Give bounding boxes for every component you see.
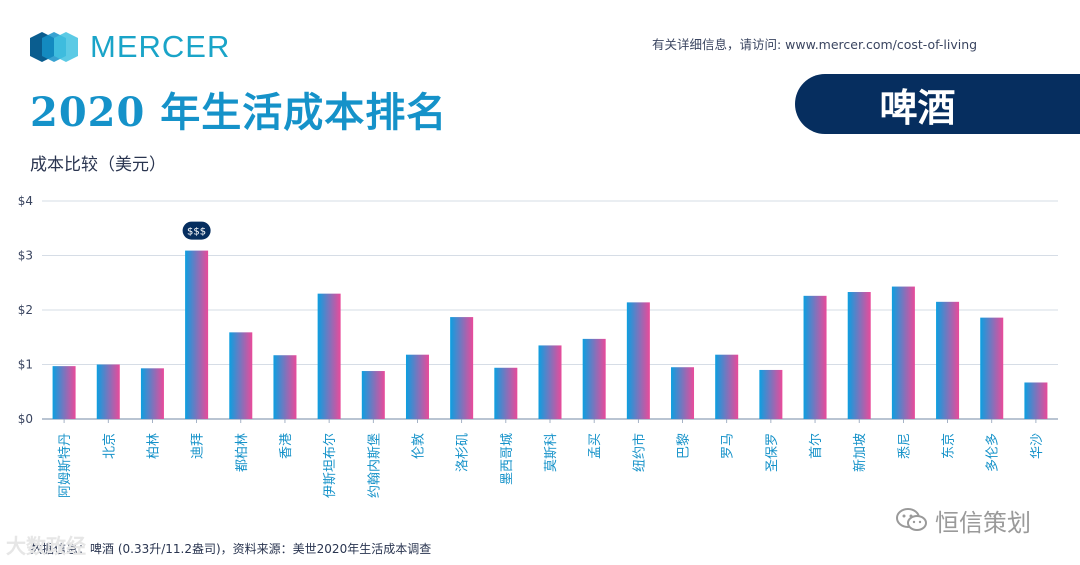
x-tick-label: 莫斯科 — [544, 433, 559, 472]
bar — [405, 354, 429, 419]
x-tick-label: 都柏林 — [235, 433, 250, 472]
x-tick-label: 洛杉矶 — [456, 433, 471, 472]
x-tick-label: 北京 — [102, 433, 117, 459]
bar — [273, 355, 297, 419]
mercer-logo-icon — [30, 32, 78, 62]
x-tick-label: 新加坡 — [852, 433, 868, 472]
x-tick-label: 迪拜 — [191, 433, 206, 459]
bar — [715, 354, 739, 419]
bar-chart: $0 $1 $2 $3 $4 阿姆斯特丹 北京 柏林 迪拜 都柏林 香港 伊斯坦布尔 约翰内斯堡 伦敦 洛… — [18, 194, 1058, 498]
x-tick-label: 柏林 — [146, 433, 161, 459]
chart-bars — [52, 250, 1048, 419]
y-tick-label: $4 — [18, 194, 33, 208]
wechat-icon — [896, 508, 927, 531]
x-tick-label: 香港 — [279, 433, 294, 459]
mercer-logo-text: MERCER — [90, 29, 231, 64]
x-tick-label: 首尔 — [809, 433, 824, 459]
x-tick-label: 悉尼 — [897, 433, 912, 459]
bar — [671, 367, 695, 419]
bar — [317, 293, 341, 419]
x-tick-label: 约翰内斯堡 — [366, 433, 382, 498]
y-tick-label: $2 — [18, 303, 33, 317]
x-tick-label: 华沙 — [1030, 433, 1045, 459]
y-axis-ticks: $0 $1 $2 $3 $4 — [18, 194, 33, 426]
bar — [140, 368, 164, 419]
source-footnote: 数据信息：啤酒 (0.33升/11.2盎司)，资料来源：美世2020年生活成本调… — [30, 542, 432, 556]
y-tick-label: $0 — [18, 412, 33, 426]
bar — [891, 286, 915, 419]
x-tick-label: 伦敦 — [410, 433, 426, 459]
x-tick-label: 纽约市 — [631, 433, 647, 472]
bar — [361, 371, 385, 419]
bar — [185, 250, 209, 419]
bar — [847, 292, 871, 419]
x-tick-label: 墨西哥城 — [500, 433, 515, 485]
watermark-right: 恒信策划 — [895, 505, 1031, 537]
x-tick-label: 伊斯坦布尔 — [323, 433, 338, 498]
x-tick-label: 东京 — [942, 433, 957, 459]
bar — [803, 295, 827, 419]
bar — [494, 367, 518, 419]
annotation-label: $$$ — [187, 227, 206, 238]
x-tick-label: 圣保罗 — [765, 433, 780, 472]
info-link-text[interactable]: 有关详细信息，请访问: www.mercer.com/cost-of-livin… — [652, 37, 978, 52]
bar — [229, 332, 253, 419]
bar — [1024, 382, 1048, 419]
watermark-left: 大数政经 — [6, 534, 86, 558]
x-tick-label: 罗马 — [721, 433, 736, 459]
y-tick-label: $1 — [18, 358, 33, 372]
bar — [626, 302, 650, 419]
mercer-logo: MERCER — [30, 27, 230, 67]
y-tick-label: $3 — [18, 249, 33, 263]
x-tick-label: 阿姆斯特丹 — [58, 433, 73, 498]
page-title: 2020 年生活成本排名 — [30, 89, 448, 136]
bar — [450, 317, 474, 419]
bar — [759, 369, 783, 419]
x-tick-label: 巴黎 — [677, 433, 692, 459]
bar — [538, 345, 562, 419]
bar — [96, 364, 120, 419]
bar — [52, 366, 76, 419]
x-tick-label: 多伦多 — [985, 433, 1001, 472]
bar — [582, 338, 606, 419]
bar — [980, 317, 1004, 419]
watermark-right-text: 恒信策划 — [935, 508, 1031, 537]
category-badge: 啤酒 — [795, 74, 1080, 134]
x-tick-label: 孟买 — [588, 433, 603, 459]
chart-annotations: $$$ — [182, 221, 211, 240]
annotation-badge — [182, 221, 211, 240]
bar — [936, 301, 960, 419]
category-badge-label: 啤酒 — [879, 84, 956, 130]
x-axis-labels: 阿姆斯特丹 北京 柏林 迪拜 都柏林 香港 伊斯坦布尔 约翰内斯堡 伦敦 洛杉矶 墨西哥城 莫斯科 孟买… — [58, 433, 1045, 498]
chart-subtitle: 成本比较（美元） — [30, 155, 166, 175]
